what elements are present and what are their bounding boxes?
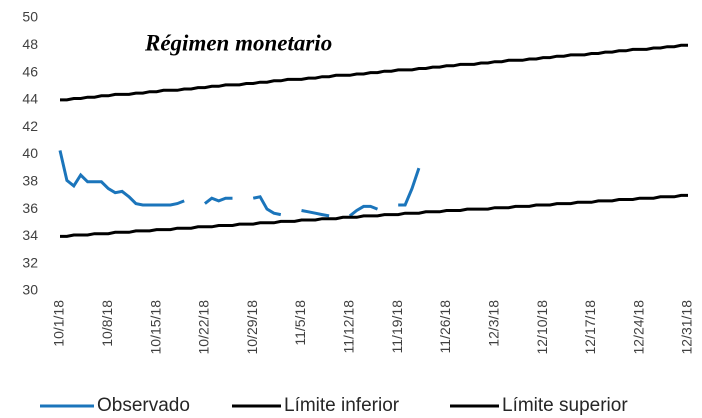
x-tick-label: 10/15/18 (147, 300, 163, 355)
chart-title: Régimen monetario (144, 30, 332, 55)
y-tick-label: 42 (22, 118, 38, 134)
y-tick-label: 30 (22, 282, 38, 298)
x-tick-label: 12/3/18 (485, 300, 501, 347)
x-tick-label: 10/29/18 (244, 300, 260, 355)
legend-label: Observado (97, 395, 190, 416)
x-tick-label: 12/24/18 (630, 300, 646, 355)
x-tick-label: 12/31/18 (679, 300, 695, 355)
x-tick-label: 11/12/18 (341, 300, 357, 354)
x-tick-label: 11/19/18 (389, 300, 405, 354)
y-tick-label: 32 (22, 254, 38, 270)
x-tick-label: 12/10/18 (534, 300, 550, 355)
x-tick-label: 10/1/18 (51, 300, 67, 347)
x-tick-label: 10/22/18 (196, 300, 212, 355)
y-tick-label: 40 (22, 145, 38, 161)
series-line (58, 150, 421, 218)
y-tick-label: 44 (22, 91, 38, 107)
x-tick-label: 10/8/18 (99, 300, 115, 347)
y-tick-label: 46 (22, 63, 38, 79)
y-tick-label: 50 (22, 9, 38, 25)
y-tick-label: 36 (22, 200, 38, 216)
x-tick-label: 11/5/18 (292, 300, 308, 346)
x-tick-label: 12/17/18 (582, 300, 598, 355)
y-tick-label: 34 (22, 227, 38, 243)
y-tick-label: 48 (22, 36, 38, 52)
legend-label: Límite superior (502, 395, 628, 416)
x-tick-label: 11/26/18 (437, 300, 453, 354)
y-tick-label: 38 (22, 173, 38, 189)
legend-label: Límite inferior (284, 395, 400, 416)
series-line (60, 43, 688, 102)
series-line (60, 193, 688, 238)
